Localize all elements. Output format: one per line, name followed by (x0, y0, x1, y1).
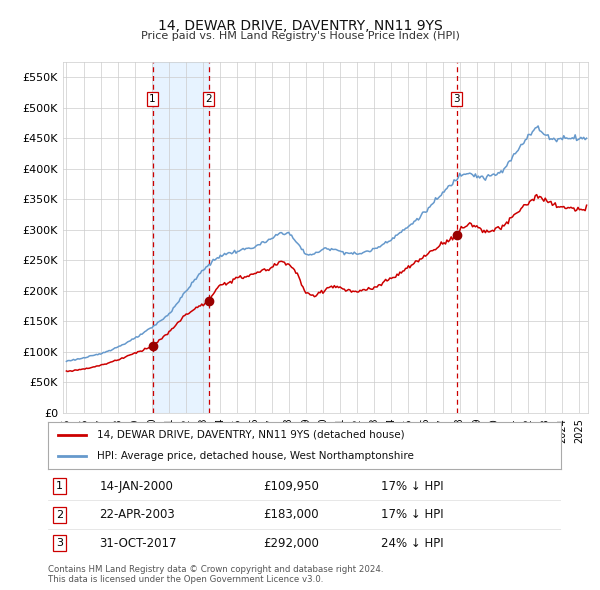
Text: 22-APR-2003: 22-APR-2003 (100, 508, 175, 522)
Text: This data is licensed under the Open Government Licence v3.0.: This data is licensed under the Open Gov… (48, 575, 323, 584)
Text: 17% ↓ HPI: 17% ↓ HPI (382, 480, 444, 493)
Text: £292,000: £292,000 (263, 537, 319, 550)
Text: 1: 1 (149, 94, 156, 104)
Text: Price paid vs. HM Land Registry's House Price Index (HPI): Price paid vs. HM Land Registry's House … (140, 31, 460, 41)
Text: 2: 2 (205, 94, 212, 104)
Text: HPI: Average price, detached house, West Northamptonshire: HPI: Average price, detached house, West… (97, 451, 413, 461)
Text: 14-JAN-2000: 14-JAN-2000 (100, 480, 173, 493)
Text: £109,950: £109,950 (263, 480, 319, 493)
Bar (152, 62, 209, 413)
Text: 3: 3 (454, 94, 460, 104)
Text: 2: 2 (56, 510, 63, 520)
Text: 14, DEWAR DRIVE, DAVENTRY, NN11 9YS (detached house): 14, DEWAR DRIVE, DAVENTRY, NN11 9YS (det… (97, 430, 404, 440)
Text: 31-OCT-2017: 31-OCT-2017 (100, 537, 177, 550)
Text: 3: 3 (56, 538, 63, 548)
Text: 24% ↓ HPI: 24% ↓ HPI (382, 537, 444, 550)
Text: 14, DEWAR DRIVE, DAVENTRY, NN11 9YS: 14, DEWAR DRIVE, DAVENTRY, NN11 9YS (158, 19, 442, 33)
Text: 1: 1 (56, 481, 63, 491)
Text: Contains HM Land Registry data © Crown copyright and database right 2024.: Contains HM Land Registry data © Crown c… (48, 565, 383, 573)
Text: £183,000: £183,000 (263, 508, 319, 522)
Text: 17% ↓ HPI: 17% ↓ HPI (382, 508, 444, 522)
